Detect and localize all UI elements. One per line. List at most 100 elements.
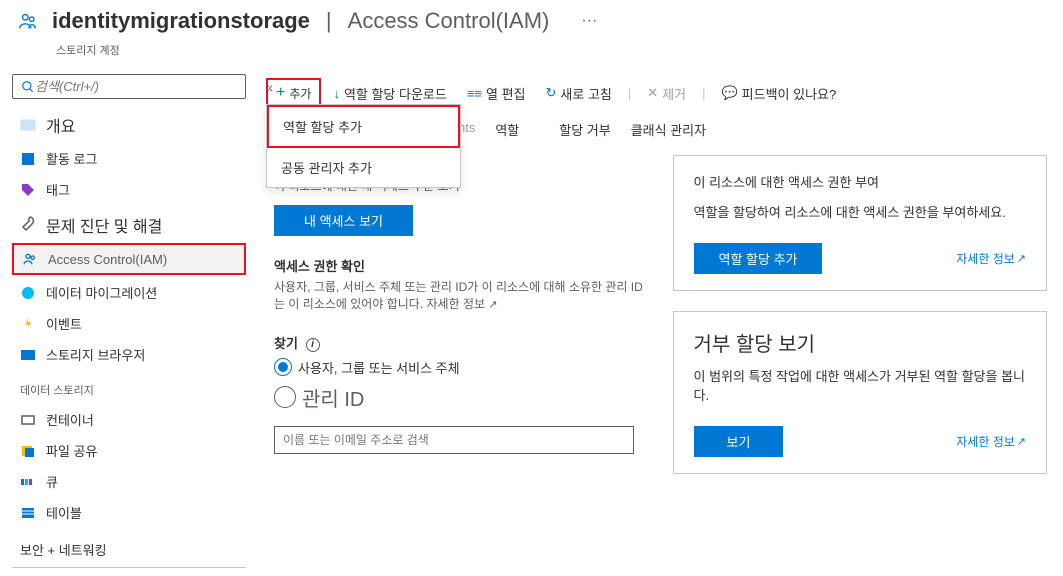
- radio-label: 사용자, 그룹 또는 서비스 주체: [298, 358, 460, 377]
- card-desc: 역할을 할당하여 리소스에 대한 액세스 권한을 부여하세요.: [694, 203, 1027, 223]
- view-my-access-button[interactable]: 내 액세스 보기: [274, 205, 413, 236]
- tag-icon: [20, 182, 36, 198]
- sidebar-item-queues[interactable]: 큐: [12, 466, 246, 497]
- sidebar-label: 태그: [46, 180, 70, 199]
- sidebar-label: Access Control(IAM): [48, 252, 167, 267]
- toolbar-refresh-button[interactable]: ↻ 새로 고침: [538, 80, 620, 107]
- migration-icon: [20, 285, 36, 301]
- toolbar-label: 제거: [662, 84, 686, 103]
- external-link-icon[interactable]: ↗: [488, 299, 497, 311]
- sidebar-item-storage-browser[interactable]: 스토리지 브라우저: [12, 339, 246, 370]
- check-access-section: 액세스 권한 확인 사용자, 그룹, 서비스 주체 또는 관리 ID가 이 리소…: [274, 256, 649, 313]
- dropdown-add-role-assignment[interactable]: 역할 할당 추가: [267, 105, 460, 148]
- sidebar-label: 테이블: [46, 503, 82, 522]
- more-options-icon[interactable]: ···: [581, 12, 597, 30]
- sidebar: « 개요 활동 로그 태그 문제 진단 및 해결 Access Control(…: [0, 66, 258, 576]
- section-title: 액세스 권한 확인: [274, 256, 649, 275]
- separator: |: [326, 8, 332, 34]
- card-desc: 이 범위의 특정 작업에 대한 액세스가 거부된 역할 할당을 봅니다.: [694, 367, 1027, 406]
- people-icon: [16, 9, 40, 33]
- files-icon: [20, 443, 36, 459]
- toolbar-label: 역할 할당 다운로드: [344, 84, 447, 103]
- search-input[interactable]: [35, 79, 237, 94]
- tab-classic[interactable]: 클래식 관리자: [631, 120, 706, 143]
- people-icon: [22, 251, 38, 267]
- radio-label: 관리 ID: [302, 383, 364, 412]
- overview-icon: [20, 117, 36, 133]
- card-title: 거부 할당 보기: [694, 328, 1027, 357]
- log-icon: [20, 151, 36, 167]
- section-desc: 사용자, 그룹, 서비스 주체 또는 관리 ID가 이 리소스에 대해 소유한 …: [274, 279, 649, 313]
- sidebar-section-data: 데이터 스토리지: [12, 370, 246, 404]
- sidebar-label: 활동 로그: [46, 149, 97, 168]
- tab-deny[interactable]: 할당 거부: [559, 120, 610, 143]
- add-dropdown-menu: 역할 할당 추가 공동 관리자 추가: [266, 104, 461, 188]
- dropdown-add-coadmin[interactable]: 공동 관리자 추가: [267, 148, 460, 187]
- sidebar-item-overview[interactable]: 개요: [12, 107, 246, 143]
- radio-managed-id[interactable]: 관리 ID: [274, 383, 649, 412]
- sidebar-item-file-shares[interactable]: 파일 공유: [12, 435, 246, 466]
- radio-icon: [274, 358, 292, 376]
- download-icon: ↓: [333, 86, 340, 101]
- separator: |: [628, 86, 631, 101]
- sidebar-item-diagnose[interactable]: 문제 진단 및 해결: [12, 205, 246, 241]
- sidebar-search[interactable]: «: [12, 74, 246, 99]
- find-search-input[interactable]: [274, 426, 634, 454]
- sidebar-item-tables[interactable]: 테이블: [12, 497, 246, 528]
- main-content: + 추가 ↓ 역할 할당 다운로드 ≡≡ 열 편집 ↻ 새로 고침 | ✕ 제거…: [258, 66, 1063, 576]
- radio-icon: [274, 386, 296, 408]
- section-title: 찾기 i: [274, 333, 649, 352]
- learn-more-link[interactable]: 자세한 정보 ↗: [956, 433, 1026, 450]
- events-icon: [20, 316, 36, 332]
- queue-icon: [20, 474, 36, 490]
- sidebar-label: 파일 공유: [46, 441, 97, 460]
- view-deny-card: 거부 할당 보기 이 범위의 특정 작업에 대한 액세스가 거부된 역할 할당을…: [673, 311, 1048, 474]
- grant-access-card: 이 리소스에 대한 액세스 권한 부여 역할을 할당하여 리소스에 대한 액세스…: [673, 155, 1048, 291]
- toolbar-label: 추가: [289, 85, 311, 102]
- learn-more-link[interactable]: 자세한 정보 ↗: [956, 250, 1026, 267]
- radio-user-group[interactable]: 사용자, 그룹 또는 서비스 주체: [274, 358, 649, 377]
- browser-icon: [20, 347, 36, 363]
- external-link-icon: ↗: [1017, 252, 1026, 265]
- card-title: 이 리소스에 대한 액세스 권한 부여: [694, 172, 1027, 191]
- sidebar-label: 컨테이너: [46, 410, 94, 429]
- sidebar-label: 개요: [46, 113, 75, 137]
- toolbar-feedback-button[interactable]: 💬 피드백이 있나요?: [713, 80, 844, 107]
- info-icon[interactable]: i: [306, 338, 320, 352]
- container-icon: [20, 412, 36, 428]
- find-section: 찾기 i 사용자, 그룹 또는 서비스 주체 관리 ID: [274, 333, 649, 454]
- resource-title: identitymigrationstorage: [52, 8, 310, 34]
- toolbar-edit-columns-button[interactable]: ≡≡ 열 편집: [459, 80, 534, 107]
- wrench-icon: [20, 215, 36, 236]
- sidebar-label: 데이터 마이그레이션: [46, 283, 157, 302]
- sidebar-item-tags[interactable]: 태그: [12, 174, 246, 205]
- sidebar-item-events[interactable]: 이벤트: [12, 308, 246, 339]
- separator: |: [702, 86, 705, 101]
- sidebar-label: 큐: [46, 472, 58, 491]
- page-title: Access Control(IAM): [348, 8, 550, 34]
- sidebar-item-iam[interactable]: Access Control(IAM): [12, 243, 246, 275]
- toolbar-label: 열 편집: [486, 84, 526, 103]
- feedback-icon: 💬: [721, 85, 737, 101]
- sidebar-item-activity-log[interactable]: 활동 로그: [12, 143, 246, 174]
- sidebar-label: 이벤트: [46, 314, 82, 333]
- table-icon: [20, 505, 36, 521]
- breadcrumb: 스토리지 계정: [0, 42, 1063, 66]
- plus-icon: +: [276, 84, 285, 102]
- sidebar-section-security[interactable]: 보안 + 네트워킹: [12, 528, 246, 568]
- toolbar-label: 피드백이 있나요?: [742, 84, 837, 103]
- toolbar-label: 새로 고침: [560, 84, 611, 103]
- toolbar-remove-button[interactable]: ✕ 제거: [639, 80, 694, 107]
- view-deny-button[interactable]: 보기: [694, 426, 784, 457]
- tab-roles[interactable]: 역할: [495, 120, 519, 143]
- external-link-icon: ↗: [1017, 435, 1026, 448]
- sidebar-item-data-migration[interactable]: 데이터 마이그레이션: [12, 277, 246, 308]
- sidebar-label: 문제 진단 및 해결: [46, 213, 162, 237]
- toolbar-download-button[interactable]: ↓ 역할 할당 다운로드: [325, 80, 454, 107]
- sidebar-label: 스토리지 브라우저: [46, 345, 145, 364]
- search-icon: [21, 80, 35, 94]
- add-role-assignment-button[interactable]: 역할 할당 추가: [694, 243, 823, 274]
- sidebar-item-containers[interactable]: 컨테이너: [12, 404, 246, 435]
- remove-icon: ✕: [647, 85, 658, 101]
- columns-icon: ≡≡: [467, 86, 482, 101]
